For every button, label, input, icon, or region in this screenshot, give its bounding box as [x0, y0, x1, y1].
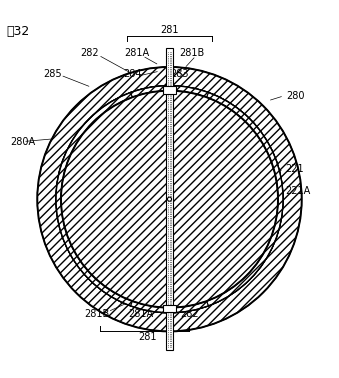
Text: 221A: 221A: [285, 186, 310, 196]
Text: 281A: 281A: [128, 310, 153, 319]
Text: 図32: 図32: [7, 25, 30, 37]
Text: 280A: 280A: [10, 136, 35, 147]
Text: 281: 281: [138, 333, 157, 342]
Text: 281B: 281B: [179, 48, 204, 58]
Text: 284: 284: [151, 290, 169, 300]
Text: 281A: 281A: [125, 48, 150, 58]
Text: 283: 283: [171, 69, 189, 79]
Text: 280: 280: [286, 91, 305, 101]
Circle shape: [56, 85, 283, 313]
Bar: [166, 48, 173, 350]
Text: 281B: 281B: [84, 310, 109, 319]
Wedge shape: [131, 85, 208, 97]
Bar: [166, 48, 173, 350]
Text: 284: 284: [123, 69, 141, 79]
Text: 282: 282: [181, 310, 199, 319]
Text: 285: 285: [194, 290, 213, 300]
Wedge shape: [131, 301, 208, 313]
Circle shape: [61, 91, 278, 308]
Text: 283: 283: [112, 290, 131, 300]
Bar: [163, 86, 176, 94]
Wedge shape: [56, 93, 133, 306]
Text: 281: 281: [160, 25, 179, 35]
Text: 221: 221: [285, 164, 303, 174]
Circle shape: [167, 197, 172, 201]
Text: 285: 285: [43, 69, 62, 79]
Bar: [163, 305, 176, 312]
Text: 282: 282: [81, 48, 99, 58]
Wedge shape: [206, 93, 283, 306]
Circle shape: [61, 91, 278, 308]
Wedge shape: [37, 67, 302, 332]
